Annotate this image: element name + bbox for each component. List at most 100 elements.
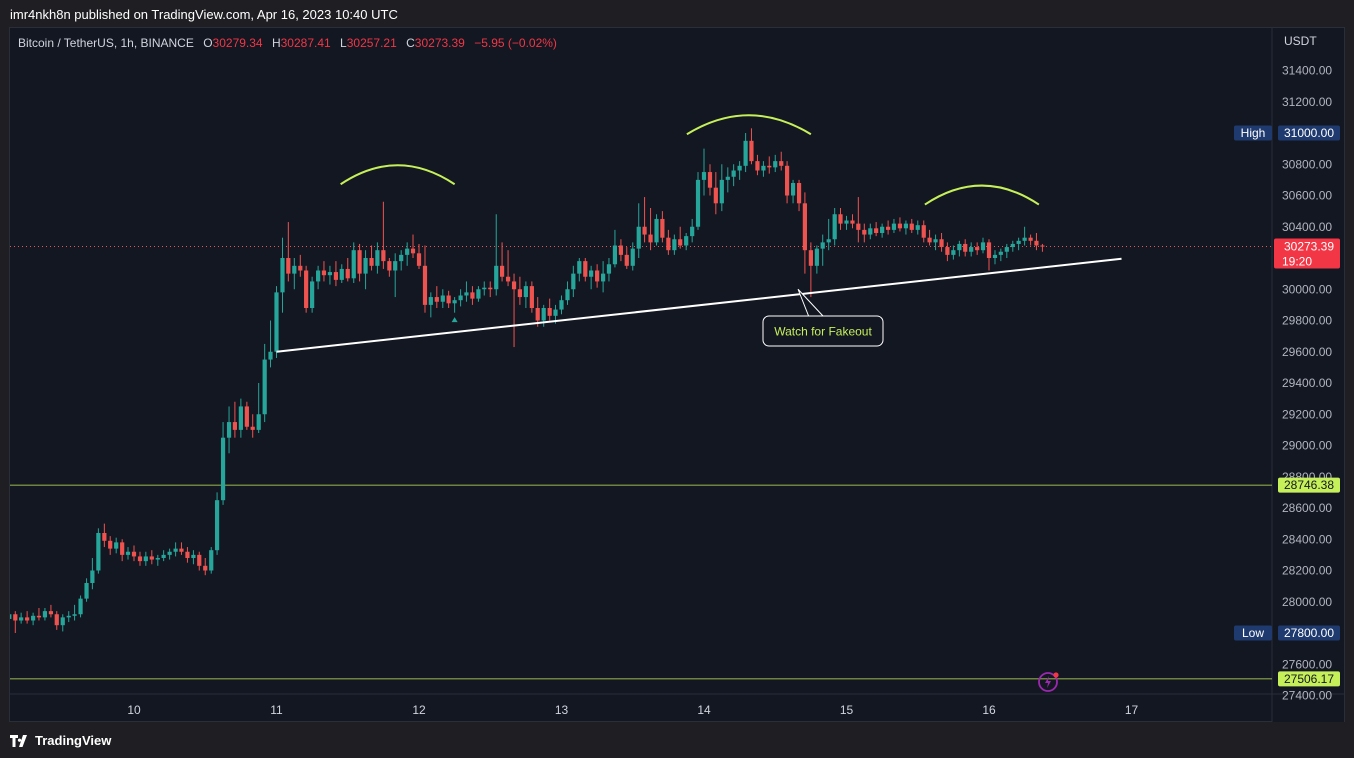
candle-body [577,261,582,274]
candle-body [226,422,232,438]
candle-body [19,617,24,621]
candle-body [565,289,570,301]
candle-body [42,611,48,618]
candle-body [1040,245,1045,247]
candle-body [494,265,499,290]
candle-body [476,289,481,299]
candle-body [897,223,903,229]
candle-body [250,426,255,430]
candle-body [832,214,837,240]
callout-box [762,315,884,347]
candle-body [511,281,517,290]
lightning-icon [1038,672,1058,692]
candle-body [719,179,724,204]
candle-body [642,226,647,235]
candle-body [529,286,534,308]
time-tick-label: 15 [840,703,854,717]
symbol-label[interactable]: Bitcoin / TetherUS, 1h, BINANCE [18,36,194,50]
candle-body [321,270,327,276]
candle-body [826,239,831,243]
candle-body [820,242,825,249]
price-tick-label: 28200.00 [1282,564,1332,578]
candle-body [114,542,119,549]
candle-body [125,551,131,555]
candle-body [10,614,12,619]
candle-body [304,270,309,308]
candle-body [203,565,208,571]
candle-body [416,253,422,266]
price-chart[interactable]: Watch for Fakeout USDT 31400.00 31200.00 310… [10,28,1344,722]
callout-pointer [797,288,824,317]
high-price-tag-bg [1278,125,1340,141]
candle-body [84,583,89,599]
high-tag-bg [1234,125,1272,141]
price-tick-label: 28400.00 [1282,532,1332,546]
candle-body [458,295,463,301]
candle-body [161,554,166,558]
candle-body [54,614,59,626]
candle-body [262,359,267,415]
notification-dot-icon [1053,672,1059,678]
candle-body [606,264,612,274]
candle-body [969,247,974,252]
candle-body [933,239,938,243]
support-trendline [276,257,1122,353]
candle-body [963,243,968,252]
candle-body [25,617,30,621]
candle-body [636,226,641,249]
candle-body [939,239,944,248]
candle-body [464,292,469,296]
candle-body [612,245,618,265]
candle-body [975,247,980,251]
high-tag: High [1241,126,1266,140]
candle-body [482,287,487,290]
close-value: 30273.39 [414,36,465,50]
pattern-arc [340,164,456,186]
candle-body [286,258,291,274]
candle-body [862,229,867,235]
price-tick-label: 28600.00 [1282,501,1332,515]
candle-body [927,237,932,243]
candle-body [470,292,475,299]
candle-body [155,558,160,560]
high-label: H [271,36,281,50]
candle-body [731,170,736,177]
candle-body [589,270,594,277]
candle-body [499,265,505,277]
candle-body [143,556,148,562]
candle-body [197,554,202,566]
candle-body [868,228,873,235]
candle-body [957,243,962,251]
candle-body [232,422,237,430]
candle-body [945,247,950,255]
candle-body [149,556,154,560]
candle-body [13,614,18,621]
candle-body [713,187,718,204]
candle-body [191,554,196,558]
footer-brand[interactable]: TradingView [10,733,111,748]
candle-body [595,270,600,282]
candle-body [333,272,339,280]
candle-body [48,611,54,615]
candle-body [624,254,629,266]
candle-body [102,533,107,541]
time-tick-label: 16 [982,703,996,717]
price-tick-label: 30600.00 [1282,189,1332,203]
candle-body [316,270,321,282]
candle-body [399,254,404,262]
time-tick-label: 12 [412,703,426,717]
candle-body [880,226,885,233]
candle-body [1004,247,1009,252]
pattern-arc [686,114,812,136]
candle-body [375,250,380,266]
candle-body [844,220,849,224]
candle-body [428,297,433,305]
low-price-tag: 27800.00 [1284,626,1334,640]
bar-countdown: 19:20 [1282,255,1312,269]
candle-body [78,598,83,615]
candle-body [36,615,42,618]
time-tick-label: 17 [1125,703,1139,717]
price-tick-label: 30800.00 [1282,157,1332,171]
candle-body [850,220,855,224]
candle-body [553,309,558,316]
